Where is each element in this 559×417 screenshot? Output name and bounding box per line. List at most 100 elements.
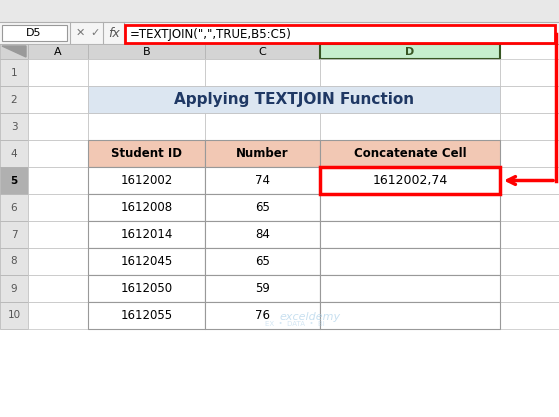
Bar <box>205 167 320 194</box>
Text: C: C <box>259 47 267 56</box>
Bar <box>205 248 320 275</box>
Bar <box>320 194 500 221</box>
Bar <box>28 44 88 59</box>
Text: 84: 84 <box>255 228 270 241</box>
Bar <box>0 113 28 140</box>
Bar <box>500 167 559 194</box>
Bar <box>205 302 320 329</box>
Bar <box>28 140 88 167</box>
Text: D5: D5 <box>26 28 42 38</box>
Text: Concatenate Cell: Concatenate Cell <box>354 147 466 160</box>
Bar <box>88 140 205 167</box>
Bar <box>88 167 205 194</box>
Text: Student ID: Student ID <box>111 147 182 160</box>
Text: EX  •  DATA  •  BI: EX • DATA • BI <box>265 321 325 327</box>
Text: 1612045: 1612045 <box>120 255 173 268</box>
Bar <box>88 275 205 302</box>
Text: B: B <box>143 47 150 56</box>
Bar <box>2 25 67 41</box>
Bar <box>0 59 28 86</box>
Bar <box>88 248 205 275</box>
Bar <box>88 302 205 329</box>
Bar <box>88 248 205 275</box>
Text: ✕: ✕ <box>75 28 84 38</box>
Bar <box>88 221 205 248</box>
Bar <box>205 221 320 248</box>
Bar <box>205 302 320 329</box>
Text: D: D <box>405 47 415 56</box>
Bar <box>205 140 320 167</box>
Bar <box>205 44 320 59</box>
Bar <box>500 59 559 86</box>
Bar <box>205 167 320 194</box>
Bar <box>88 140 205 167</box>
Bar <box>28 59 88 86</box>
Bar <box>88 194 205 221</box>
Bar <box>88 59 205 86</box>
Bar <box>320 248 500 275</box>
Bar <box>205 113 320 140</box>
Bar <box>320 194 500 221</box>
Text: 6: 6 <box>11 203 17 213</box>
Bar <box>28 248 88 275</box>
Bar <box>88 44 205 59</box>
Bar <box>88 302 205 329</box>
Bar <box>125 25 555 43</box>
Text: A: A <box>54 47 62 56</box>
Bar <box>500 194 559 221</box>
Text: 1612014: 1612014 <box>120 228 173 241</box>
Text: 65: 65 <box>255 255 270 268</box>
Bar <box>320 44 500 59</box>
Bar <box>205 248 320 275</box>
Bar <box>0 275 28 302</box>
Text: 65: 65 <box>255 201 270 214</box>
Bar <box>88 113 205 140</box>
Bar <box>500 221 559 248</box>
Bar <box>88 275 205 302</box>
Bar <box>205 275 320 302</box>
Text: 3: 3 <box>11 121 17 131</box>
Text: 10: 10 <box>7 311 21 321</box>
Text: 1612002: 1612002 <box>120 174 173 187</box>
Bar <box>28 113 88 140</box>
Bar <box>0 194 28 221</box>
Text: 76: 76 <box>255 309 270 322</box>
Text: Applying TEXTJOIN Function: Applying TEXTJOIN Function <box>174 92 414 107</box>
Bar <box>320 302 500 329</box>
Bar <box>0 140 28 167</box>
Bar <box>500 113 559 140</box>
Text: fx: fx <box>108 27 120 40</box>
Bar <box>28 86 88 113</box>
Bar <box>0 44 28 59</box>
Bar <box>320 275 500 302</box>
Bar <box>28 167 88 194</box>
Bar <box>205 140 320 167</box>
Text: 5: 5 <box>11 176 18 186</box>
Text: 8: 8 <box>11 256 17 266</box>
Bar <box>205 194 320 221</box>
Bar <box>88 167 205 194</box>
Bar <box>88 221 205 248</box>
Text: 7: 7 <box>11 229 17 239</box>
Text: 1612002,74: 1612002,74 <box>372 174 448 187</box>
Bar <box>320 59 500 86</box>
Bar <box>320 113 500 140</box>
Bar <box>0 221 28 248</box>
Bar <box>500 275 559 302</box>
Bar <box>500 248 559 275</box>
Bar <box>28 275 88 302</box>
Bar <box>28 194 88 221</box>
Bar <box>205 86 320 113</box>
Bar <box>205 275 320 302</box>
Bar <box>320 302 500 329</box>
Bar <box>320 221 500 248</box>
Bar <box>500 140 559 167</box>
Bar <box>205 194 320 221</box>
Text: 1612008: 1612008 <box>120 201 173 214</box>
Text: ✓: ✓ <box>91 28 100 38</box>
Text: 2: 2 <box>11 95 17 105</box>
Bar <box>320 167 500 194</box>
Text: Number: Number <box>236 147 289 160</box>
Bar <box>320 86 500 113</box>
Bar <box>28 221 88 248</box>
